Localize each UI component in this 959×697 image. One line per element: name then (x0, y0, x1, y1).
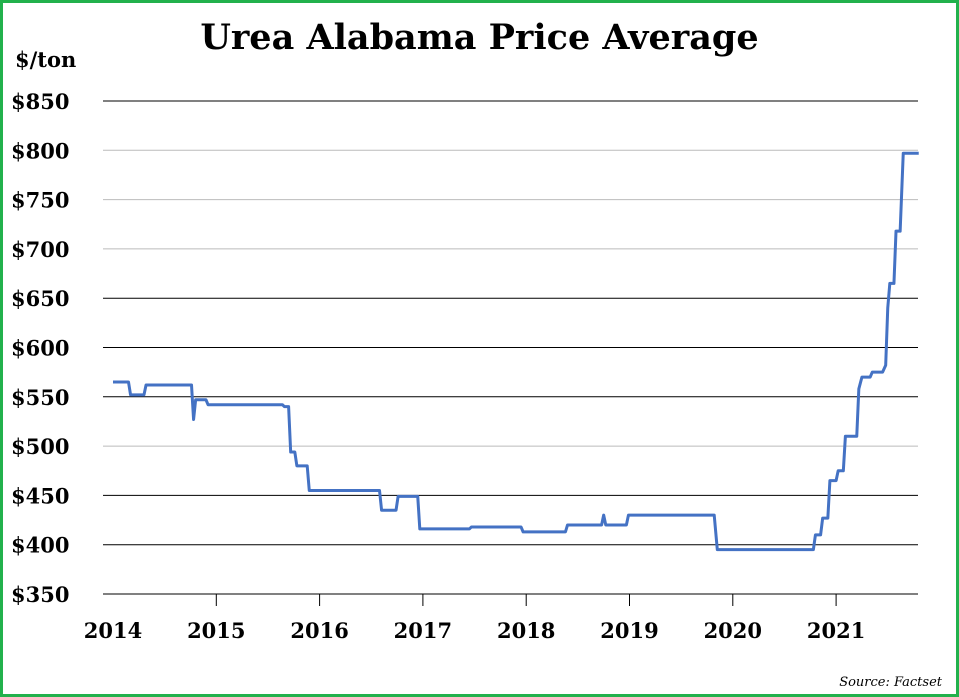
x-tick-label: 2019 (600, 618, 658, 643)
x-tick-label: 2020 (704, 618, 762, 643)
x-tick-label: 2021 (807, 618, 865, 643)
x-tick-label: 2018 (497, 618, 555, 643)
x-tick-label: 2017 (394, 618, 452, 643)
x-tick-label: 2015 (187, 618, 245, 643)
source-note: Source: Factset (839, 675, 942, 690)
y-tick-label: $350 (11, 582, 69, 607)
plot-area: $350 $400 $450 $500 $550 $600 $650 $700 $750 $800… (11, 89, 919, 643)
series-line (113, 151, 919, 552)
x-tick-label: 2016 (290, 618, 348, 643)
x-tick-label: 2014 (84, 618, 142, 643)
y-tick-label: $750 (11, 188, 69, 213)
y-axis-label: $/ton (15, 47, 77, 72)
y-tick-label: $700 (11, 237, 69, 262)
y-tick-label: $650 (11, 286, 69, 311)
y-tick-label: $550 (11, 385, 69, 410)
y-tick-label: $400 (11, 533, 69, 558)
y-tick-label: $850 (11, 89, 69, 114)
y-tick-label: $500 (11, 434, 69, 459)
y-tick-label: $600 (11, 336, 69, 361)
y-tick-label: $450 (11, 483, 69, 508)
y-tick-label: $800 (11, 138, 69, 163)
chart-title: Urea Alabama Price Average (200, 17, 759, 58)
